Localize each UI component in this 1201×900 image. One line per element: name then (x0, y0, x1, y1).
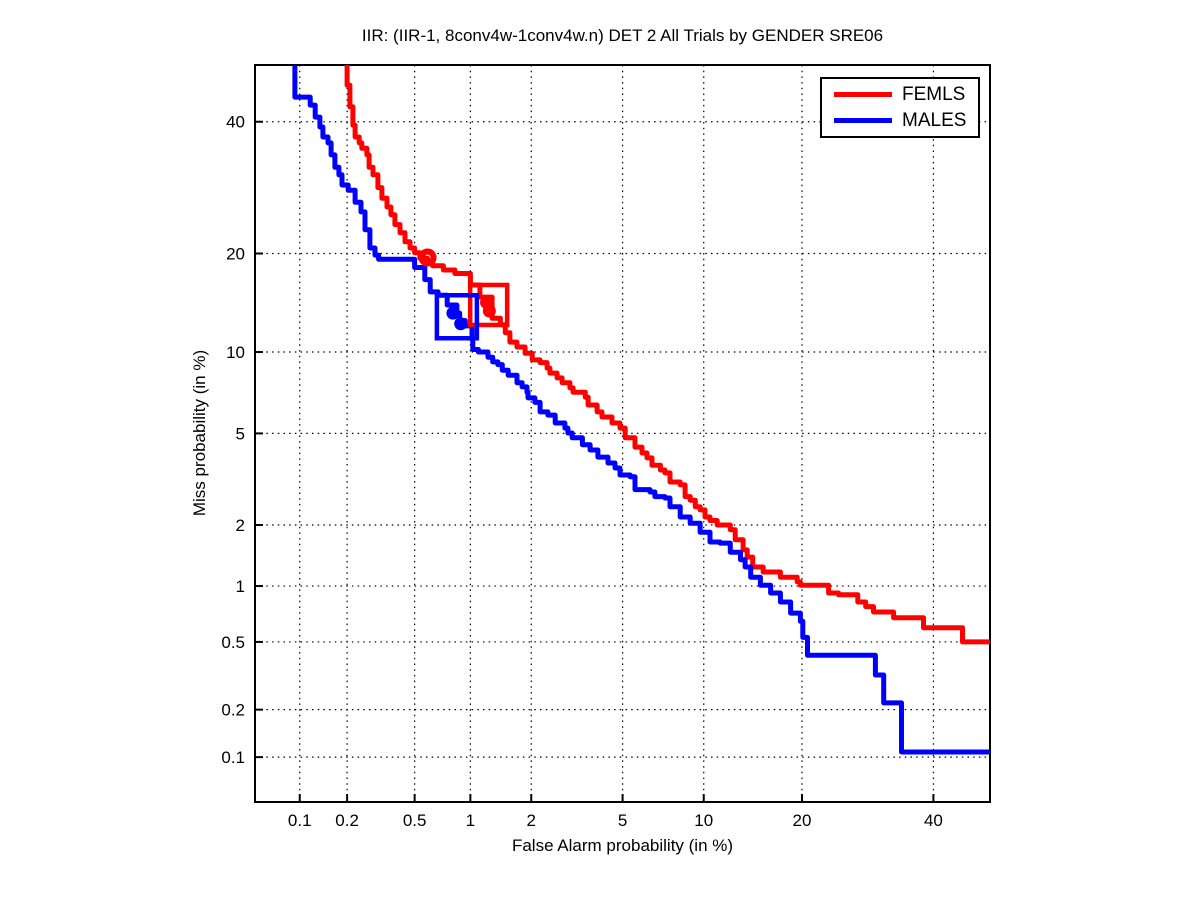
y-tick-label: 1 (236, 577, 245, 596)
x-tick-label: 0.5 (403, 811, 427, 830)
legend-box: FEMLS MALES (820, 77, 980, 138)
femls-line-swatch (834, 92, 892, 98)
legend-label-femls: FEMLS (902, 84, 966, 106)
x-tick-label: 40 (924, 811, 943, 830)
markers-femls (418, 248, 510, 328)
males-line-swatch (834, 117, 892, 123)
x-tick-label: 0.2 (335, 811, 359, 830)
markers-males (434, 293, 480, 341)
tick-labels: 0.1 0.2 0.5 1 2 5 10 20 40 40 20 10 5 2 1 0.5 0.2 0.1 (221, 113, 943, 830)
x-tick-label: 0.1 (288, 811, 312, 830)
min-dcf-dot (454, 317, 468, 331)
min-dcf-dot (446, 306, 460, 320)
y-tick-label: 5 (236, 424, 245, 443)
x-tick-label: 2 (527, 811, 536, 830)
x-tick-label: 5 (618, 811, 627, 830)
tick-marks (255, 120, 935, 802)
highlight-box (467, 282, 510, 328)
legend-label-males: MALES (902, 109, 967, 131)
chart-title: IIR: (IIR-1, 8conv4w-1conv4w.n) DET 2 Al… (361, 26, 884, 45)
highlight-box (434, 293, 480, 341)
y-tick-label: 0.1 (221, 748, 245, 767)
det-curve-femls (344, 65, 990, 645)
y-tick-label: 0.2 (221, 701, 245, 720)
operating-point-ring (418, 248, 437, 267)
x-tick-label: 1 (466, 811, 475, 830)
x-axis-label: False Alarm probability (in %) (511, 836, 734, 855)
x-tick-label: 20 (793, 811, 812, 830)
legend-item-males: MALES (834, 111, 978, 130)
y-tick-label: 40 (226, 113, 245, 132)
det-curve-males (292, 65, 990, 755)
legend-item-femls: FEMLS (834, 85, 978, 104)
y-tick-label: 0.5 (221, 633, 245, 652)
x-tick-label: 10 (694, 811, 713, 830)
min-dcf-dot (482, 304, 496, 318)
y-tick-label: 20 (226, 245, 245, 264)
y-axis-label: Miss probability (in %) (190, 349, 209, 517)
y-tick-label: 10 (226, 343, 245, 362)
y-tick-label: 2 (236, 516, 245, 535)
